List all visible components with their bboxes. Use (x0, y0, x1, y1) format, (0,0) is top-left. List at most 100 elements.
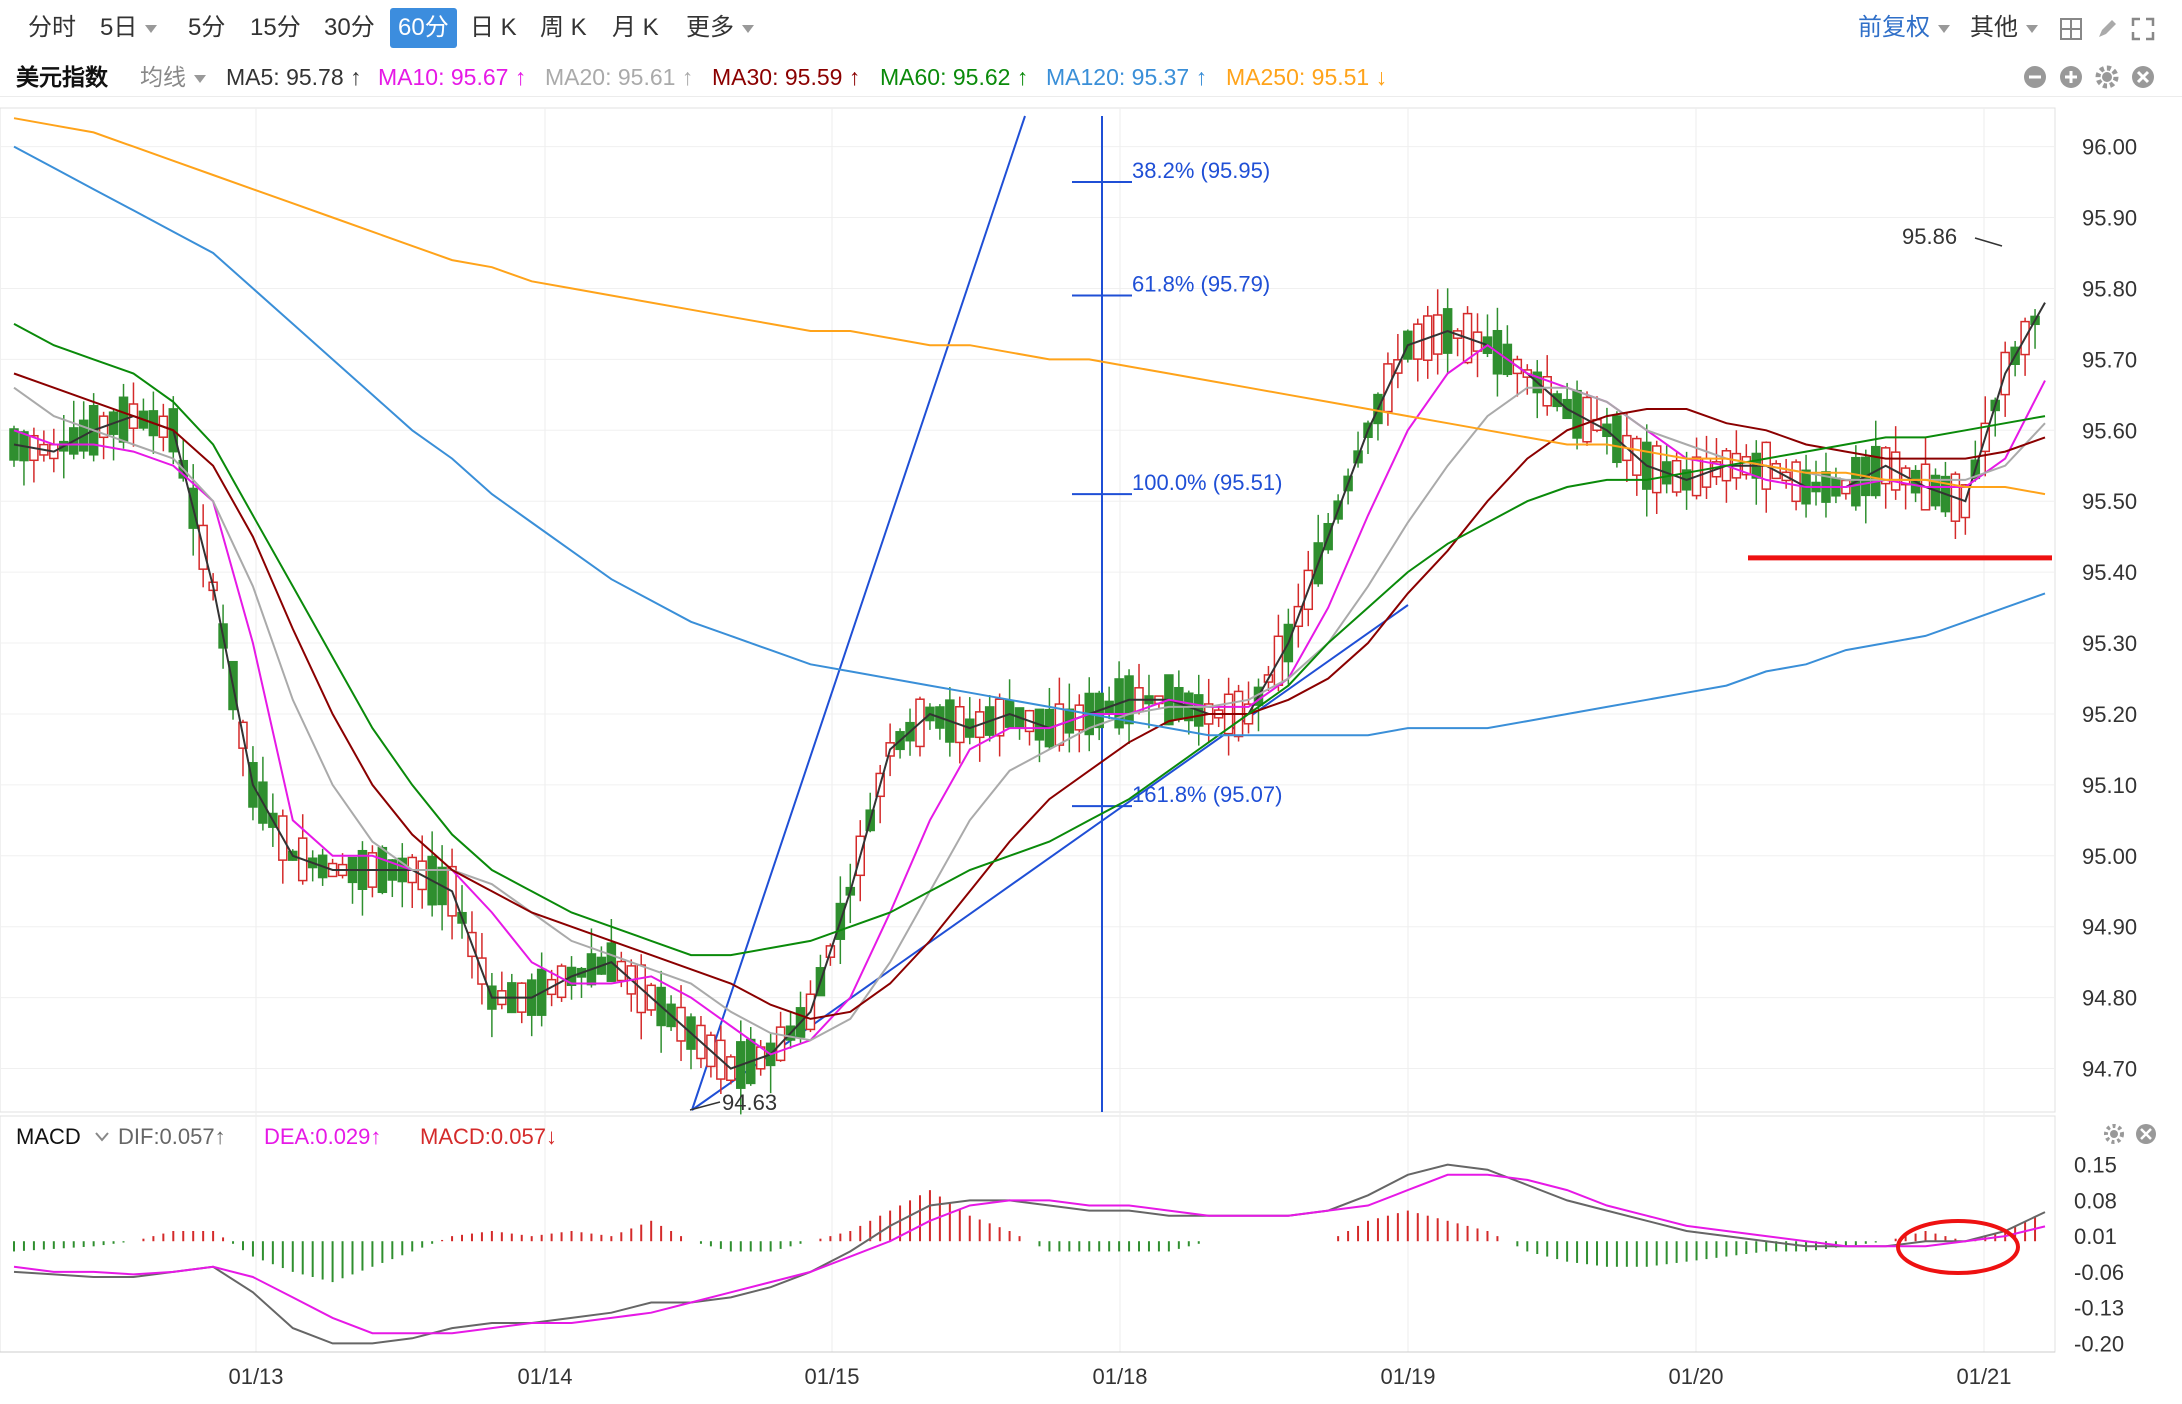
high-price-arrow (1974, 237, 2003, 247)
tab-60min[interactable]: 60分 (390, 8, 457, 48)
candlesticks (9, 288, 2040, 1115)
tab-15min[interactable]: 15分 (250, 14, 301, 41)
pencil-icon[interactable] (2094, 16, 2120, 42)
x-tick-label: 01/15 (804, 1364, 859, 1389)
low-price-arrow (689, 1101, 721, 1111)
chevron-down-icon (194, 74, 206, 83)
macd-panel (13, 1163, 2046, 1345)
ma120-value: MA120: 95.37 ↑ (1046, 64, 1208, 90)
tab-30min[interactable]: 30分 (324, 14, 375, 41)
fib-level-label: 100.0% (95.51) (1132, 470, 1282, 495)
main-frame (0, 107, 2056, 1113)
ma-type-label: 均线 (140, 64, 186, 90)
period-toolbar: 分时 5日 5分 15分 30分 60分 日 K 周 K 月 K 更多 前复权 … (0, 0, 2182, 59)
tab-week-k[interactable]: 周 K (540, 14, 587, 41)
ma-type-dropdown[interactable]: 均线 (140, 58, 206, 96)
grid-icon[interactable] (2058, 16, 2084, 42)
fib-level-label: 38.2% (95.95) (1132, 158, 1270, 183)
y-tick-label: 95.40 (2082, 560, 2137, 585)
y-tick-label: 95.00 (2082, 844, 2137, 869)
x-tick-label: 01/21 (1956, 1364, 2011, 1389)
y-tick-label: 95.90 (2082, 206, 2137, 231)
macd-title: MACD (16, 1124, 81, 1149)
low-price-label: 94.63 (722, 1090, 777, 1115)
ma30-value: MA30: 95.59 ↑ (712, 64, 861, 90)
other-label: 其他 (1970, 14, 2018, 41)
y-tick-label: 95.80 (2082, 276, 2137, 301)
dif-value: DIF:0.057↑ (118, 1124, 226, 1149)
x-tick-label: 01/14 (517, 1364, 572, 1389)
index-name: 美元指数 (16, 64, 108, 90)
plus-circle-icon[interactable] (2058, 64, 2084, 90)
tab-5min[interactable]: 5分 (188, 14, 226, 41)
minus-circle-icon[interactable] (2022, 64, 2048, 90)
ma-line-ma30 (13, 372, 2046, 1020)
tab-5day-label: 5日 (100, 14, 138, 41)
fib-level-label: 161.8% (95.07) (1132, 782, 1282, 807)
y-tick-label: 95.10 (2082, 773, 2137, 798)
macd-line-dif (13, 1163, 2046, 1345)
ma10-value: MA10: 95.67 ↑ (378, 64, 527, 90)
x-tick-label: 01/19 (1380, 1364, 1435, 1389)
high-price-label: 95.86 (1902, 224, 1957, 249)
chevron-down-icon[interactable] (95, 1132, 109, 1142)
macd-y-tick-label: -0.06 (2074, 1260, 2124, 1285)
tab-5day[interactable]: 5日 (100, 8, 158, 48)
tab-fenshi[interactable]: 分时 (28, 14, 76, 41)
chevron-down-icon (145, 24, 158, 33)
ma-lines (13, 117, 2046, 1070)
adjust-label: 前复权 (1858, 14, 1930, 41)
macd-line-dea (13, 1173, 2046, 1335)
tab-month-k[interactable]: 月 K (612, 14, 659, 41)
ma60-value: MA60: 95.62 ↑ (880, 64, 1029, 90)
dea-value: DEA:0.029↑ (264, 1124, 381, 1149)
y-tick-label: 95.30 (2082, 631, 2137, 656)
tab-more[interactable]: 更多 (686, 8, 754, 48)
y-tick-label: 94.70 (2082, 1057, 2137, 1082)
ma250-value: MA250: 95.51 ↓ (1226, 64, 1388, 90)
tab-more-label: 更多 (686, 14, 734, 41)
macd-y-tick-label: 0.08 (2074, 1188, 2117, 1213)
ma-line-ma5 (13, 302, 2046, 1070)
fibonacci-tool: 38.2% (95.95) 61.8% (95.79) 100.0% (95.51)… (691, 115, 1409, 1112)
ma-line-ma250 (13, 117, 2046, 496)
axes: 96.00 95.90 95.80 95.70 95.60 95.50 95.40 95.30… (228, 135, 2137, 1389)
macd-y-tick-label: 0.15 (2074, 1153, 2117, 1178)
macd-y-tick-label: -0.13 (2074, 1296, 2124, 1321)
fib-level-label: 61.8% (95.79) (1132, 272, 1270, 297)
x-tick-label: 01/13 (228, 1364, 283, 1389)
ma-line-ma10 (13, 343, 2046, 1056)
y-tick-label: 94.90 (2082, 915, 2137, 940)
other-dropdown[interactable]: 其他 (1970, 8, 2038, 48)
tab-day-k[interactable]: 日 K (470, 14, 517, 41)
ma20-value: MA20: 95.61 ↑ (545, 64, 694, 90)
close-circle-icon[interactable] (2136, 1124, 2156, 1144)
y-tick-label: 96.00 (2082, 135, 2137, 160)
gear-icon[interactable] (2104, 1124, 2124, 1144)
chevron-down-icon (1938, 24, 1950, 33)
ma-legend: 美元指数 均线 MA5: 95.78 ↑ MA10: 95.67 ↑ MA20:… (0, 58, 2182, 97)
annotations: 94.63 95.86 (689, 224, 2052, 1115)
fullscreen-icon[interactable] (2130, 16, 2156, 42)
macd-value: MACD:0.057↓ (420, 1124, 557, 1149)
x-tick-label: 01/20 (1668, 1364, 1723, 1389)
y-tick-label: 95.60 (2082, 418, 2137, 443)
ma5-value: MA5: 95.78 ↑ (226, 64, 362, 90)
gear-icon[interactable] (2094, 64, 2120, 90)
y-tick-label: 95.20 (2082, 702, 2137, 727)
y-tick-label: 95.50 (2082, 489, 2137, 514)
ma-line-ma120 (13, 145, 2046, 737)
crossover-circle (1896, 1219, 2020, 1275)
macd-y-tick-label: -0.20 (2074, 1331, 2124, 1356)
chevron-down-icon (2026, 24, 2038, 33)
close-circle-icon[interactable] (2130, 64, 2156, 90)
trend-line-steep (691, 115, 1026, 1111)
x-tick-label: 01/18 (1092, 1364, 1147, 1389)
adjust-dropdown[interactable]: 前复权 (1858, 8, 1950, 48)
chevron-down-icon (742, 24, 754, 33)
ma-line-ma20 (13, 386, 2046, 1042)
macd-y-tick-label: 0.01 (2074, 1224, 2117, 1249)
ma-line-ma60 (13, 323, 2046, 957)
